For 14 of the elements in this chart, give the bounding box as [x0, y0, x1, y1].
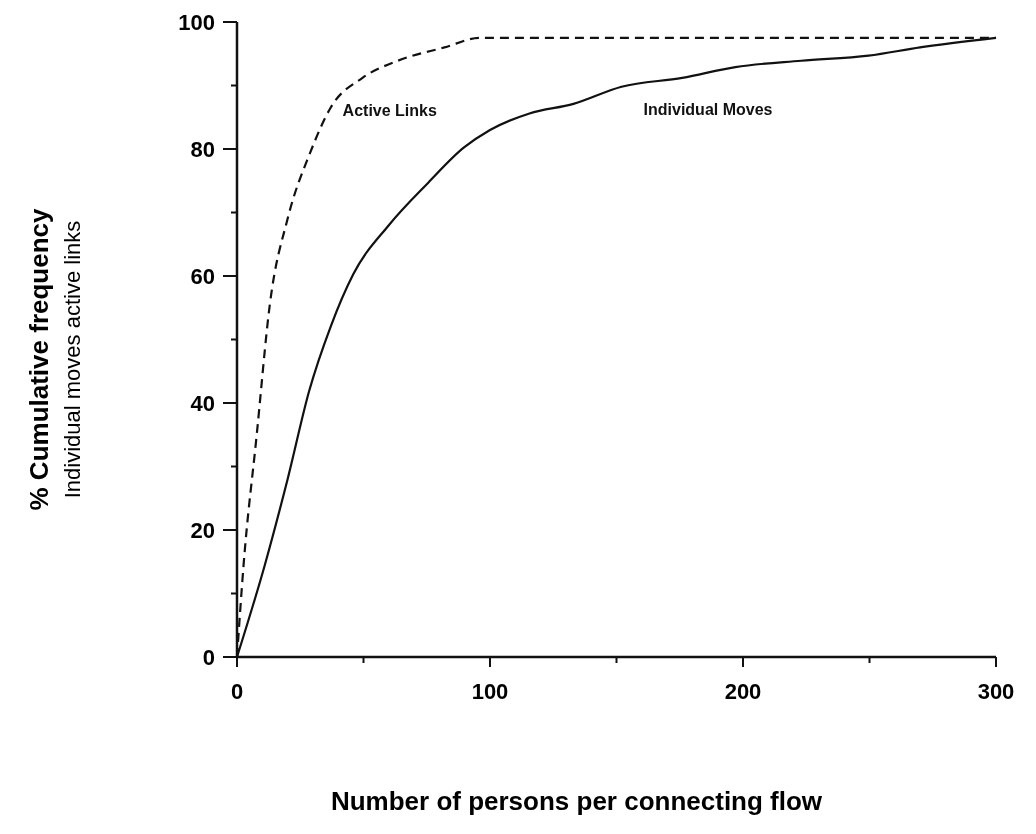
- x-tick-label: 100: [471, 679, 509, 704]
- series-label: Active Links: [342, 101, 437, 119]
- series-label: Individual Moves: [643, 100, 773, 118]
- x-tick-label: 300: [977, 679, 1015, 704]
- y-tick-label: 60: [190, 263, 215, 289]
- y-tick-label: 40: [190, 390, 215, 416]
- x-tick-label: 200: [724, 679, 762, 704]
- y-axis-title: % Cumulative frequency Individual moves active links: [24, 207, 85, 511]
- x-tick-label: 0: [230, 679, 244, 704]
- x-axis-title: Number of persons per connecting flow: [330, 786, 823, 816]
- y-tick-label: 80: [190, 136, 215, 162]
- y-tick-label: 20: [190, 517, 215, 543]
- y-tick-label: 0: [202, 644, 215, 670]
- y-tick-label: 100: [178, 9, 215, 35]
